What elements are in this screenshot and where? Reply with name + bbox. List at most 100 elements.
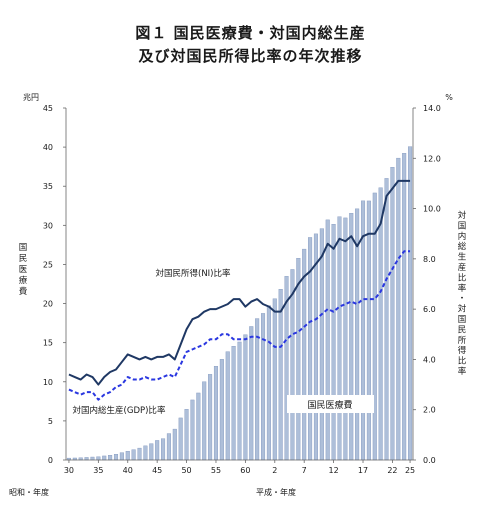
x-tick-label: 2: [272, 466, 277, 475]
bar: [313, 233, 318, 461]
bar: [225, 351, 230, 461]
annotation-medical-cost: 国民医療費: [307, 399, 352, 411]
bar: [278, 289, 283, 461]
x-era-label-heisei: 平成・年度: [256, 487, 296, 497]
x-tick-label: 25: [405, 466, 415, 475]
bar: [137, 447, 142, 461]
bar: [296, 258, 301, 461]
axis-title-glyph: ・: [458, 294, 467, 304]
line-series: [68, 179, 411, 401]
bar: [202, 381, 207, 461]
chart-title-line-1: 図１ 国民医療費・対国内総生産: [135, 24, 366, 42]
bar: [96, 456, 101, 461]
axis-title-glyph: 対: [458, 304, 467, 315]
bar: [131, 449, 136, 461]
bar: [178, 417, 183, 461]
bar: [149, 443, 154, 461]
left-tick-label: 40: [43, 143, 53, 152]
bar-series-medical-cost: [66, 146, 413, 461]
axis-title-glyph: 得: [458, 345, 467, 356]
x-tick-label: 22: [387, 466, 397, 475]
right-tick-label: 14.0: [423, 104, 441, 113]
bar: [125, 451, 130, 461]
bar: [408, 146, 413, 461]
axis-title-glyph: 国: [19, 243, 28, 253]
bar: [325, 219, 330, 461]
left-tick-label: 35: [43, 182, 53, 191]
left-tick-label: 30: [43, 221, 53, 230]
x-tick-label: 7: [302, 466, 307, 475]
bar: [190, 399, 195, 461]
right-tick-label: 0.0: [423, 456, 436, 465]
axis-title-glyph: 国: [458, 221, 467, 231]
axis-title-glyph: 民: [19, 254, 28, 264]
x-tick-label: 50: [181, 466, 191, 475]
axis-title-glyph: 所: [458, 335, 467, 346]
axis-title-glyph: 医: [19, 265, 28, 275]
left-tick-label: 5: [48, 417, 53, 426]
x-tick-label: 17: [358, 466, 368, 475]
left-tick-label: 25: [43, 260, 53, 269]
x-tick-label: 30: [64, 466, 74, 475]
bar: [155, 440, 160, 461]
axis-title-glyph: 率: [458, 283, 467, 294]
axis-title-glyph: 比: [458, 356, 467, 367]
left-tick-label: 15: [43, 339, 53, 348]
bar: [331, 224, 336, 461]
bar: [249, 326, 254, 461]
bar: [255, 318, 260, 461]
bar: [384, 178, 389, 461]
axis-title-glyph: 内: [458, 231, 467, 242]
x-tick-label: 45: [152, 466, 162, 475]
bar: [396, 157, 401, 461]
bar: [231, 346, 236, 461]
cost-label-box: [287, 395, 374, 413]
right-tick-label: 8.0: [423, 255, 436, 264]
chart-title-line-2: 及び対国民所得比率の年次推移: [138, 47, 363, 65]
annotation-gdp-ratio: 対国内総生産(GDP)比率: [73, 405, 166, 416]
ni-ratio-line: [68, 179, 411, 386]
x-era-label-showa: 昭和・年度: [9, 487, 49, 497]
axis-title-glyph: 国: [458, 315, 467, 325]
bar: [102, 455, 107, 461]
gdp-ratio-line: [68, 250, 411, 401]
axis-title-glyph: 比: [458, 272, 467, 283]
left-tick-label: 20: [43, 300, 53, 309]
bar: [219, 359, 224, 461]
right-tick-label: 4.0: [423, 355, 436, 364]
right-axis-unit: %: [445, 93, 453, 102]
right-tick-label: 6.0: [423, 305, 436, 314]
bar: [90, 456, 95, 461]
left-tick-label: 45: [43, 104, 53, 113]
right-tick-label: 10.0: [423, 205, 441, 214]
axis-title-glyph: 療: [19, 275, 28, 286]
bar: [113, 454, 119, 461]
left-axis-title: 国民医療費: [19, 243, 28, 297]
bar: [261, 313, 266, 461]
bar: [390, 167, 395, 461]
bar: [172, 428, 177, 461]
left-tick-label: 0: [48, 456, 53, 465]
bar: [161, 438, 166, 461]
bar: [349, 213, 354, 461]
bar: [266, 305, 271, 461]
x-tick-label: 40: [123, 466, 133, 475]
bar: [319, 228, 324, 461]
axis-title-glyph: 費: [19, 286, 28, 297]
bar: [302, 248, 307, 461]
x-tick-label: 55: [211, 466, 221, 475]
bar: [243, 334, 248, 461]
x-tick-label: 12: [329, 466, 339, 475]
axis-title-glyph: 総: [458, 241, 467, 252]
bar: [337, 216, 342, 461]
bar: [366, 200, 371, 461]
axis-title-glyph: 産: [458, 262, 467, 273]
bar: [237, 341, 242, 461]
right-tick-label: 12.0: [423, 154, 441, 163]
bar: [196, 392, 201, 461]
bar: [184, 409, 189, 461]
axes: 0 5 10 15 20 25 30 35 40 45 0.0 2.0 4.0 6.0 8.0 10.0 12.…: [43, 104, 441, 475]
bar: [143, 445, 148, 461]
bar: [108, 455, 113, 461]
